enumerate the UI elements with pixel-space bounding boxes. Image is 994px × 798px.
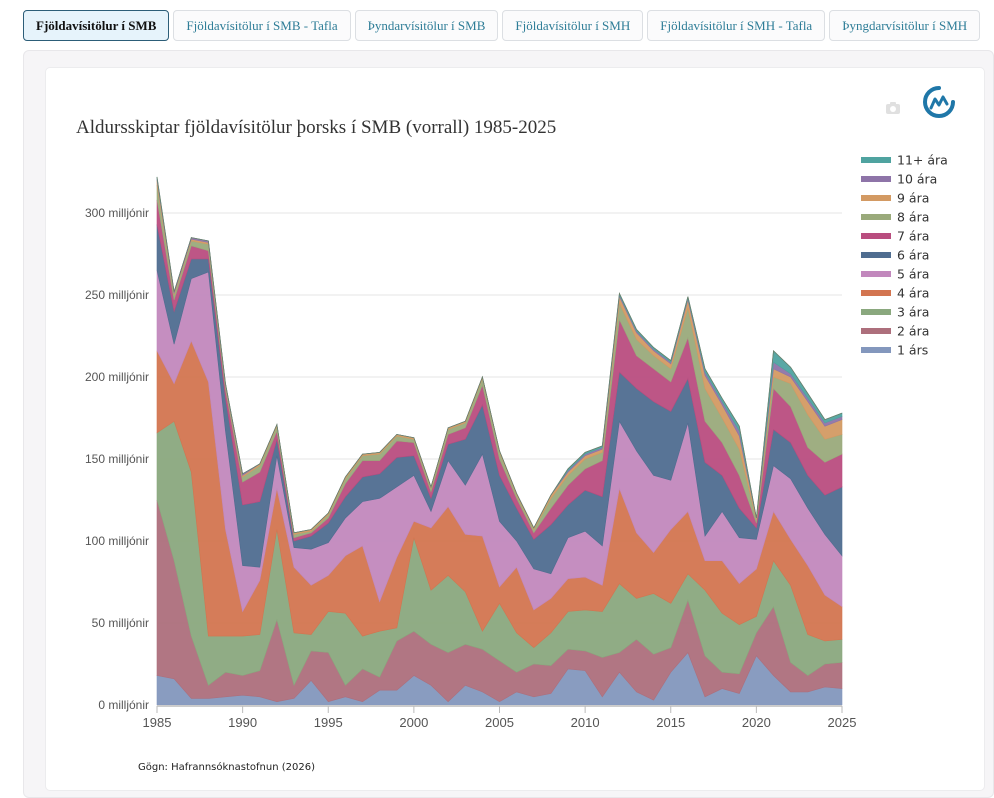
legend-swatch [861, 176, 891, 182]
tab-bar: Fjöldavísitölur í SMB Fjöldavísitölur í … [23, 10, 981, 41]
tab-thyngdarvisitolur-smb[interactable]: Þyndarvísitölur í SMB [354, 10, 499, 41]
total-outline [156, 176, 843, 534]
legend-label: 6 ára [897, 248, 929, 263]
legend-item[interactable]: 9 ára [861, 191, 929, 206]
legend-label: 7 ára [897, 229, 929, 244]
legend-swatch [861, 233, 891, 239]
legend-swatch [861, 290, 891, 296]
legend-item[interactable]: 4 ára [861, 286, 929, 301]
x-tick-label: 2025 [828, 715, 857, 730]
x-tick-label: 1995 [314, 715, 343, 730]
legend-label: 8 ára [897, 210, 929, 225]
x-tick-label: 2020 [742, 715, 771, 730]
legend-swatch [861, 252, 891, 258]
area-series-6-ra[interactable] [156, 224, 843, 575]
tab-fjoldavisitolur-smb[interactable]: Fjöldavísitölur í SMB [23, 10, 170, 41]
y-tick-label: 50 milljónir [92, 616, 149, 630]
legend-item[interactable]: 3 ára [861, 305, 929, 320]
legend-swatch [861, 347, 891, 353]
tab-fjoldavisitolur-smh[interactable]: Fjöldavísitölur í SMH [502, 10, 644, 41]
legend-label: 4 ára [897, 286, 929, 301]
legend-label: 10 ára [897, 172, 937, 187]
legend-label: 5 ára [897, 267, 929, 282]
y-tick-label: 250 milljónir [85, 288, 149, 302]
legend-item[interactable]: 10 ára [861, 172, 937, 187]
legend-label: 11+ ára [897, 153, 948, 168]
y-tick-label: 0 milljónir [98, 698, 149, 712]
x-tick-label: 2015 [656, 715, 685, 730]
legend-swatch [861, 214, 891, 220]
legend-item[interactable]: 2 ára [861, 324, 929, 339]
x-tick-label: 2005 [485, 715, 514, 730]
legend-swatch [861, 328, 891, 334]
legend-item[interactable]: 1 árs [861, 343, 928, 358]
legend-item[interactable]: 6 ára [861, 248, 929, 263]
legend-swatch [861, 271, 891, 277]
legend-swatch [861, 309, 891, 315]
x-tick-label: 1990 [228, 715, 257, 730]
tab-fjoldavisitolur-smh-tafla[interactable]: Fjöldavísitölur í SMH - Tafla [647, 10, 826, 41]
y-tick-label: 300 milljónir [85, 206, 149, 220]
legend-item[interactable]: 11+ ára [861, 153, 948, 168]
x-tick-label: 2010 [571, 715, 600, 730]
x-tick-label: 1985 [143, 715, 172, 730]
legend-label: 1 árs [897, 343, 928, 358]
x-tick-label: 2000 [399, 715, 428, 730]
legend-swatch [861, 157, 891, 163]
legend-item[interactable]: 8 ára [861, 210, 929, 225]
tab-fjoldavisitolur-smb-tafla[interactable]: Fjöldavísitölur í SMB - Tafla [173, 10, 351, 41]
y-tick-label: 200 milljónir [85, 370, 149, 384]
legend-swatch [861, 195, 891, 201]
y-tick-label: 150 milljónir [85, 452, 149, 466]
hafro-wave-logo-icon [923, 86, 955, 118]
legend-item[interactable]: 5 ára [861, 267, 929, 282]
chart-title: Aldursskiptar fjöldavísitölur þorsks í S… [76, 117, 557, 138]
source-note: Gögn: Hafrannsóknastofnun (2026) [138, 762, 315, 773]
y-tick-label: 100 milljónir [85, 534, 149, 548]
legend-label: 9 ára [897, 191, 929, 206]
legend-label: 2 ára [897, 324, 929, 339]
tab-thyngdarvisitolur-smh[interactable]: Þyngdarvísitölur í SMH [829, 10, 981, 41]
legend-item[interactable]: 7 ára [861, 229, 929, 244]
camera-icon[interactable] [885, 101, 901, 115]
legend-label: 3 ára [897, 305, 929, 320]
